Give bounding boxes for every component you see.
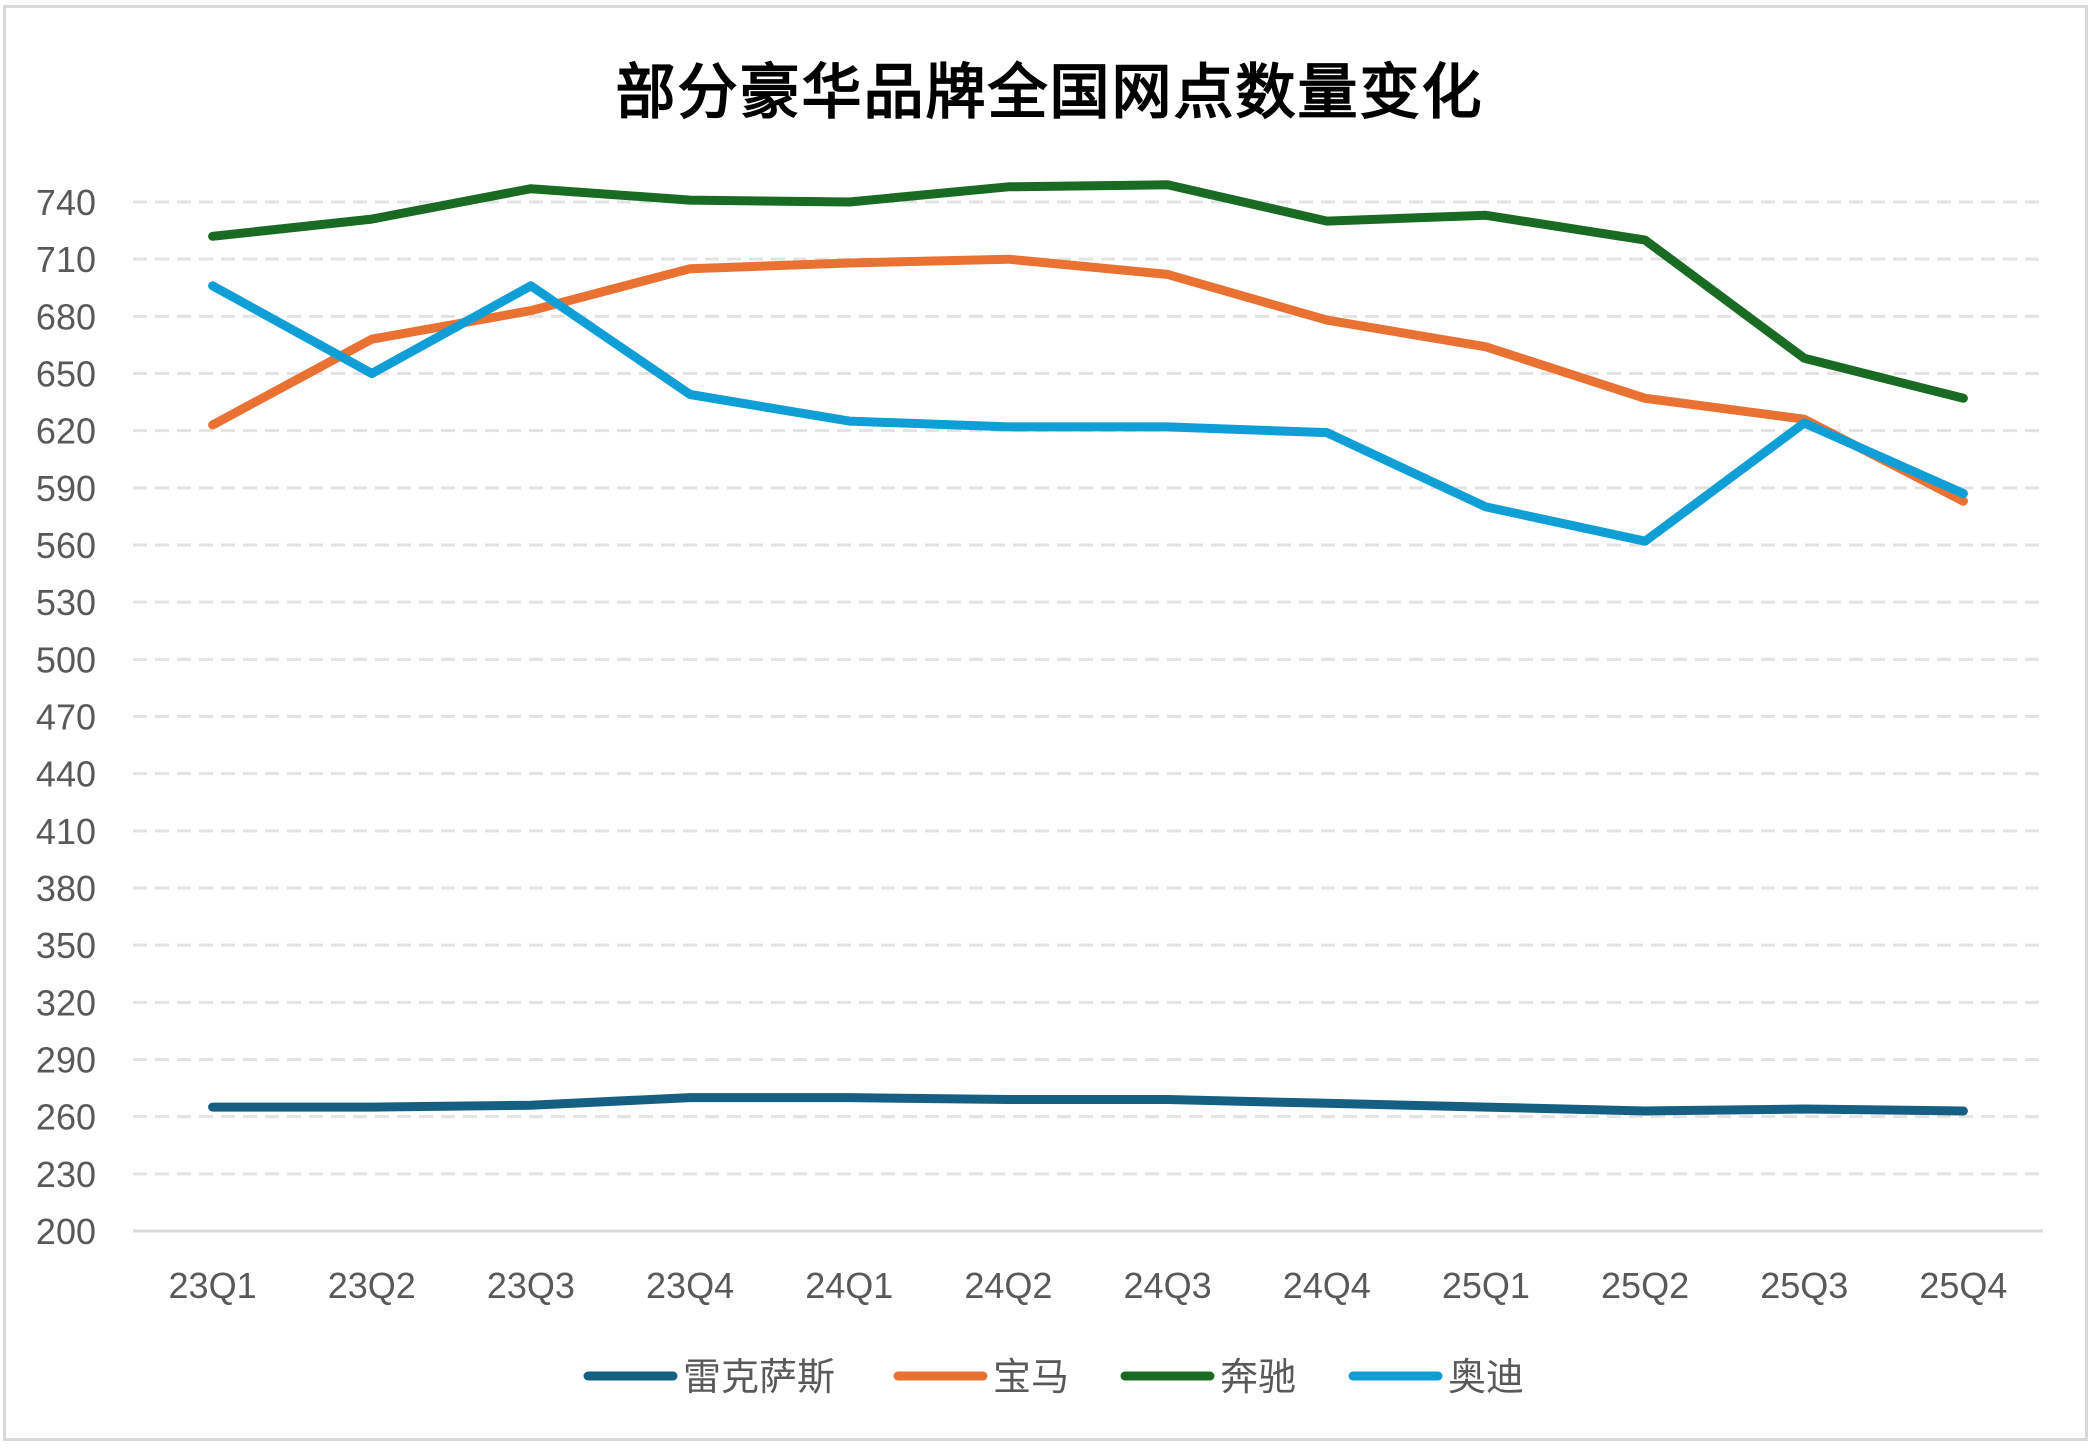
series-1 bbox=[208, 254, 1968, 506]
series-3 bbox=[208, 281, 1968, 546]
x-tick-label: 23Q1 bbox=[169, 1265, 257, 1306]
y-tick-label: 410 bbox=[36, 811, 96, 852]
legend-item: 雷克萨斯 bbox=[583, 1355, 835, 1399]
legend-label: 奥迪 bbox=[1448, 1355, 1524, 1399]
x-tick-label: 24Q2 bbox=[964, 1265, 1052, 1306]
y-tick-label: 710 bbox=[36, 239, 96, 280]
y-tick-label: 620 bbox=[36, 411, 96, 452]
y-tick-label: 680 bbox=[36, 296, 96, 337]
y-tick-label: 350 bbox=[36, 925, 96, 966]
y-tick-label: 650 bbox=[36, 354, 96, 395]
x-tick-label: 23Q4 bbox=[646, 1265, 734, 1306]
y-tick-label: 320 bbox=[36, 982, 96, 1023]
series-0 bbox=[208, 1093, 1968, 1116]
legend-item: 奥迪 bbox=[1348, 1355, 1524, 1399]
series-line bbox=[208, 1093, 1968, 1116]
y-tick-label: 560 bbox=[36, 525, 96, 566]
series-line bbox=[208, 281, 1968, 546]
series-lines bbox=[208, 180, 1968, 1116]
x-tick-label: 25Q4 bbox=[1919, 1265, 2007, 1306]
x-axis: 23Q1 23Q2 23Q3 23Q4 24Q1 24Q2 24Q3 24Q4 25Q1 25Q2… bbox=[133, 1229, 2043, 1306]
y-tick-label: 470 bbox=[36, 697, 96, 738]
y-tick-label: 590 bbox=[36, 468, 96, 509]
chart-title: 部分豪华品牌全国网点数量变化 bbox=[615, 58, 1484, 128]
legend: 雷克萨斯 宝马 奔驰 奥迪 bbox=[583, 1355, 1524, 1399]
y-tick-label: 260 bbox=[36, 1097, 96, 1138]
y-axis: 200 230 260 290 320 350 380 410 440 470 500 530 560 5… bbox=[36, 182, 96, 1252]
legend-item: 宝马 bbox=[893, 1355, 1069, 1399]
x-tick-label: 25Q1 bbox=[1442, 1265, 1530, 1306]
series-line bbox=[208, 180, 1968, 403]
x-tick-label: 25Q2 bbox=[1601, 1265, 1689, 1306]
chart-frame bbox=[3, 5, 2088, 1441]
y-tick-label: 200 bbox=[36, 1211, 96, 1252]
y-tick-label: 230 bbox=[36, 1154, 96, 1195]
legend-item: 奔驰 bbox=[1120, 1355, 1296, 1399]
legend-label: 宝马 bbox=[993, 1355, 1069, 1399]
y-tick-label: 740 bbox=[36, 182, 96, 223]
series-line bbox=[208, 254, 1968, 506]
x-tick-label: 25Q3 bbox=[1760, 1265, 1848, 1306]
legend-label: 雷克萨斯 bbox=[683, 1355, 835, 1399]
y-tick-label: 500 bbox=[36, 639, 96, 680]
x-tick-label: 24Q3 bbox=[1124, 1265, 1212, 1306]
y-tick-label: 440 bbox=[36, 754, 96, 795]
x-tick-label: 24Q4 bbox=[1283, 1265, 1371, 1306]
legend-label: 奔驰 bbox=[1220, 1355, 1296, 1399]
x-tick-label: 23Q2 bbox=[328, 1265, 416, 1306]
x-tick-label: 24Q1 bbox=[805, 1265, 893, 1306]
y-tick-label: 380 bbox=[36, 868, 96, 909]
x-tick-label: 23Q3 bbox=[487, 1265, 575, 1306]
y-tick-label: 290 bbox=[36, 1040, 96, 1081]
y-tick-label: 530 bbox=[36, 582, 96, 623]
series-2 bbox=[208, 180, 1968, 403]
